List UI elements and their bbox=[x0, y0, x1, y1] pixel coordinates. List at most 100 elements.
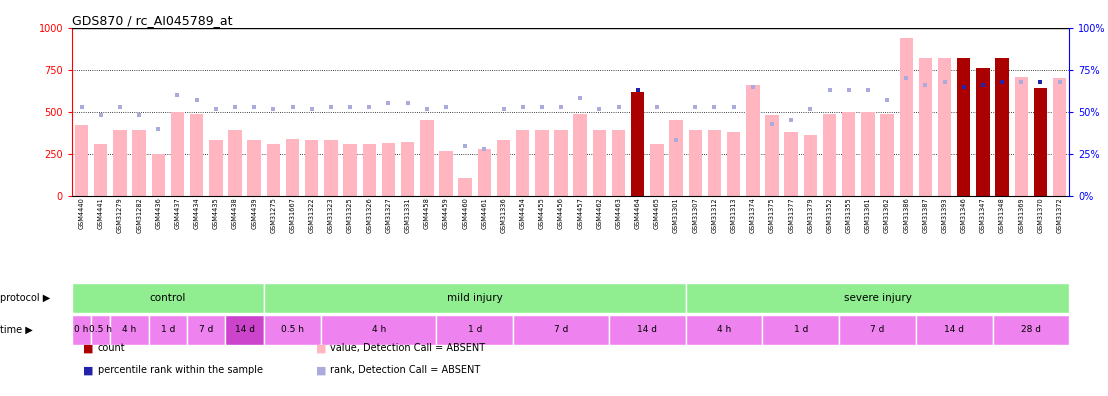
Bar bbox=[746, 85, 759, 196]
Bar bbox=[916, 315, 993, 345]
Bar bbox=[766, 115, 779, 196]
Text: 4 h: 4 h bbox=[717, 325, 731, 334]
Text: count: count bbox=[98, 343, 125, 354]
Bar bbox=[209, 141, 223, 196]
Text: 7 d: 7 d bbox=[554, 325, 568, 334]
Bar bbox=[264, 315, 321, 345]
Text: 4 h: 4 h bbox=[371, 325, 386, 334]
Bar bbox=[632, 91, 645, 196]
Bar bbox=[247, 141, 260, 196]
Bar bbox=[842, 112, 855, 196]
Text: 7 d: 7 d bbox=[199, 325, 214, 334]
Bar bbox=[554, 130, 567, 196]
Bar bbox=[612, 130, 625, 196]
Text: time ▶: time ▶ bbox=[0, 325, 33, 335]
Bar bbox=[228, 130, 242, 196]
Text: 1 d: 1 d bbox=[793, 325, 808, 334]
Bar bbox=[267, 144, 280, 196]
Text: 14 d: 14 d bbox=[637, 325, 657, 334]
Bar bbox=[993, 315, 1069, 345]
Bar bbox=[762, 315, 839, 345]
Bar bbox=[513, 315, 609, 345]
Text: protocol ▶: protocol ▶ bbox=[0, 293, 50, 303]
Bar bbox=[669, 120, 683, 196]
Bar bbox=[264, 283, 686, 313]
Text: 0 h: 0 h bbox=[74, 325, 89, 334]
Bar bbox=[75, 125, 89, 196]
Bar bbox=[708, 130, 721, 196]
Bar bbox=[305, 141, 318, 196]
Bar bbox=[439, 150, 453, 196]
Bar bbox=[803, 135, 817, 196]
Text: control: control bbox=[150, 293, 186, 303]
Bar bbox=[995, 58, 1008, 196]
Bar bbox=[72, 283, 264, 313]
Bar bbox=[574, 114, 587, 196]
Text: 14 d: 14 d bbox=[944, 325, 964, 334]
Bar bbox=[189, 114, 204, 196]
Bar bbox=[823, 114, 837, 196]
Bar bbox=[111, 315, 148, 345]
Bar bbox=[91, 315, 111, 345]
Bar bbox=[225, 315, 264, 345]
Text: 0.5 h: 0.5 h bbox=[90, 325, 112, 334]
Bar bbox=[686, 315, 762, 345]
Bar bbox=[496, 141, 510, 196]
Bar bbox=[688, 130, 702, 196]
Bar bbox=[362, 144, 376, 196]
Text: 28 d: 28 d bbox=[1020, 325, 1040, 334]
Text: ■: ■ bbox=[316, 343, 326, 354]
Text: rank, Detection Call = ABSENT: rank, Detection Call = ABSENT bbox=[330, 365, 481, 375]
Bar bbox=[325, 141, 338, 196]
Bar bbox=[919, 58, 932, 196]
Bar bbox=[152, 154, 165, 196]
Text: percentile rank within the sample: percentile rank within the sample bbox=[98, 365, 263, 375]
Text: mild injury: mild injury bbox=[447, 293, 503, 303]
Text: 14 d: 14 d bbox=[235, 325, 255, 334]
Bar bbox=[839, 315, 916, 345]
Bar bbox=[187, 315, 225, 345]
Bar bbox=[881, 114, 894, 196]
Bar bbox=[937, 58, 952, 196]
Bar bbox=[420, 120, 433, 196]
Text: 4 h: 4 h bbox=[122, 325, 136, 334]
Bar bbox=[113, 130, 126, 196]
Bar bbox=[382, 143, 396, 196]
Bar bbox=[459, 177, 472, 196]
Bar bbox=[478, 149, 491, 196]
Text: 1 d: 1 d bbox=[468, 325, 482, 334]
Bar bbox=[286, 139, 299, 196]
Bar bbox=[784, 132, 798, 196]
Bar bbox=[148, 315, 187, 345]
Bar bbox=[535, 130, 548, 196]
Bar bbox=[401, 142, 414, 196]
Bar bbox=[593, 130, 606, 196]
Bar bbox=[976, 68, 989, 196]
Bar bbox=[1015, 76, 1028, 196]
Text: severe injury: severe injury bbox=[843, 293, 912, 303]
Bar bbox=[321, 315, 437, 345]
Bar bbox=[1053, 78, 1066, 196]
Bar bbox=[609, 315, 686, 345]
Text: 7 d: 7 d bbox=[870, 325, 884, 334]
Bar bbox=[72, 315, 91, 345]
Bar bbox=[94, 144, 107, 196]
Bar bbox=[516, 130, 530, 196]
Text: ■: ■ bbox=[316, 365, 326, 375]
Text: ■: ■ bbox=[83, 365, 93, 375]
Bar bbox=[437, 315, 513, 345]
Text: GDS870 / rc_AI045789_at: GDS870 / rc_AI045789_at bbox=[72, 13, 233, 27]
Bar bbox=[957, 58, 971, 196]
Bar bbox=[861, 112, 874, 196]
Bar bbox=[650, 144, 664, 196]
Bar bbox=[171, 112, 184, 196]
Text: ■: ■ bbox=[83, 343, 93, 354]
Text: 1 d: 1 d bbox=[161, 325, 175, 334]
Bar bbox=[343, 144, 357, 196]
Bar bbox=[1034, 88, 1047, 196]
Text: 0.5 h: 0.5 h bbox=[281, 325, 304, 334]
Bar bbox=[900, 38, 913, 196]
Bar bbox=[133, 130, 146, 196]
Text: value, Detection Call = ABSENT: value, Detection Call = ABSENT bbox=[330, 343, 485, 354]
Bar bbox=[727, 132, 740, 196]
